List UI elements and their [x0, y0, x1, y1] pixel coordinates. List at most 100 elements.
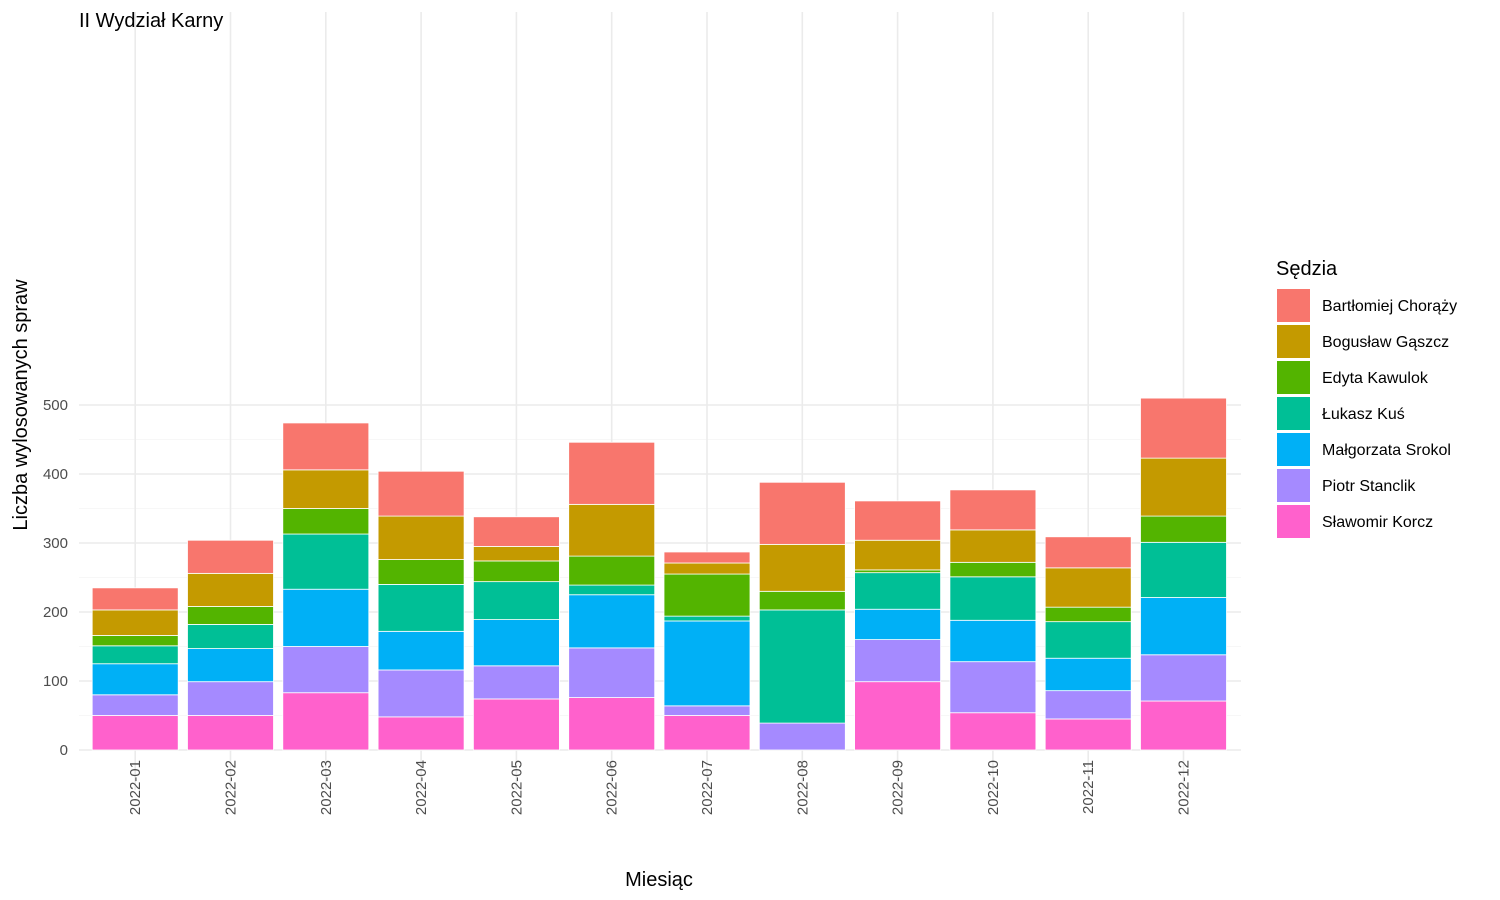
x-tick-label: 2022-07 [699, 760, 716, 815]
bar-segment: Edyta Kawulok [91, 635, 179, 647]
bar-segment: Bogusław Gąszcz [663, 562, 751, 575]
bar-segment: Bogusław Gąszcz [1044, 567, 1132, 608]
y-axis-title: Liczba wylosowanych spraw [10, 279, 32, 531]
bar-segment: Łukasz Kuś [949, 576, 1037, 621]
bar-segment: Edyta Kawulok [1044, 606, 1132, 623]
bar-segment: Bartłomiej Chorąży [854, 500, 941, 541]
bar-segment: Sławomir Korcz [282, 692, 370, 751]
bar-segment: Piotr Stanclik [282, 646, 370, 694]
x-tick-label: 2022-06 [604, 760, 621, 815]
legend-label: Bartłomiej Chorąży [1322, 298, 1457, 315]
x-tick-label: 2022-10 [985, 760, 1002, 815]
bar-segment: Sławomir Korcz [187, 715, 274, 751]
bar-segment: Piotr Stanclik [949, 661, 1037, 714]
bar-segment: Małgorzata Srokol [568, 594, 656, 649]
bar-segment: Edyta Kawulok [187, 606, 274, 625]
x-tick-label: 2022-03 [318, 760, 335, 815]
bar-segment: Sławomir Korcz [568, 697, 656, 751]
bar-segment: Bogusław Gąszcz [472, 546, 560, 562]
bar-segment: Edyta Kawulok [472, 560, 560, 583]
bar-segment: Łukasz Kuś [663, 615, 751, 622]
bar-segment: Piotr Stanclik [758, 722, 846, 751]
bar-segment: Małgorzata Srokol [377, 630, 465, 671]
bar-segment: Sławomir Korcz [663, 715, 751, 751]
bar-segment: Łukasz Kuś [282, 533, 370, 590]
bar-segment: Małgorzata Srokol [1140, 597, 1227, 656]
bar-segment: Bartłomiej Chorąży [758, 481, 846, 545]
y-tick-label: 400 [43, 466, 68, 483]
x-tick-label: 2022-01 [127, 760, 144, 815]
chart-title: II Wydział Karny [79, 10, 223, 32]
bar-segment: Bogusław Gąszcz [282, 469, 370, 509]
legend-swatch [1277, 361, 1310, 394]
bar-segment: Sławomir Korcz [377, 716, 465, 751]
legend-label: Edyta Kawulok [1322, 370, 1429, 387]
bar-segment: Bartłomiej Chorąży [949, 489, 1037, 531]
bar-segment: Małgorzata Srokol [472, 619, 560, 667]
y-tick-label: 0 [60, 742, 68, 759]
bar-segment: Łukasz Kuś [758, 609, 846, 724]
bar-segment: Sławomir Korcz [1044, 718, 1132, 751]
legend-swatch [1277, 289, 1310, 322]
bar-segment: Edyta Kawulok [663, 573, 751, 617]
bar-segment: Piotr Stanclik [854, 639, 941, 683]
legend-title: Sędzia [1276, 258, 1338, 280]
bar-segment: Bogusław Gąszcz [949, 529, 1037, 563]
bar-segment: Małgorzata Srokol [949, 619, 1037, 663]
legend-label: Sławomir Korcz [1322, 514, 1433, 531]
bars: Sławomir KorczPiotr StanclikMałgorzata S… [91, 397, 1227, 751]
bar-segment: Bogusław Gąszcz [1140, 457, 1227, 517]
x-tick-label: 2022-04 [413, 760, 430, 815]
legend-swatch [1277, 433, 1310, 466]
bar-segment: Edyta Kawulok [282, 508, 370, 535]
bar-segment: Edyta Kawulok [377, 559, 465, 585]
bar-segment: Piotr Stanclik [568, 647, 656, 698]
bar-segment: Bartłomiej Chorąży [377, 470, 465, 517]
x-tick-label: 2022-02 [223, 760, 240, 815]
x-tick-label: 2022-12 [1176, 760, 1193, 815]
bar-segment: Małgorzata Srokol [91, 663, 179, 696]
y-tick-label: 200 [43, 604, 68, 621]
legend-swatch [1277, 325, 1310, 358]
bar-segment: Łukasz Kuś [91, 645, 179, 665]
bar-segment: Bartłomiej Chorąży [282, 422, 370, 471]
bar-segment: Piotr Stanclik [1140, 654, 1227, 702]
legend-label: Bogusław Gąszcz [1322, 334, 1449, 351]
bar-segment: Łukasz Kuś [377, 584, 465, 632]
legend-swatch [1277, 397, 1310, 430]
legend-label: Małgorzata Srokol [1322, 442, 1451, 459]
bar-segment: Edyta Kawulok [854, 569, 941, 574]
bar-segment: Małgorzata Srokol [282, 588, 370, 647]
bar-segment: Małgorzata Srokol [187, 648, 274, 683]
bar-segment: Piotr Stanclik [187, 681, 274, 716]
bar-segment: Łukasz Kuś [187, 624, 274, 649]
bar-segment: Bogusław Gąszcz [187, 572, 274, 607]
bar-segment: Sławomir Korcz [91, 715, 179, 751]
y-tick-label: 500 [43, 397, 68, 414]
legend-label: Piotr Stanclik [1322, 478, 1416, 495]
bar-segment: Małgorzata Srokol [663, 620, 751, 707]
bar-segment: Piotr Stanclik [91, 694, 179, 716]
bar-segment: Sławomir Korcz [854, 681, 941, 751]
bar-segment: Małgorzata Srokol [1044, 657, 1132, 692]
y-tick-label: 100 [43, 673, 68, 690]
bar-segment: Bogusław Gąszcz [377, 515, 465, 560]
bar-segment: Łukasz Kuś [472, 581, 560, 620]
bar-segment: Bartłomiej Chorąży [187, 539, 274, 574]
bar-segment: Bogusław Gąszcz [91, 609, 179, 636]
bar-segment: Sławomir Korcz [472, 698, 560, 751]
bar-segment: Bogusław Gąszcz [568, 503, 656, 557]
bar-segment: Łukasz Kuś [854, 572, 941, 610]
y-tick-labels: 0 100 200 300 400 500 [43, 397, 68, 759]
bar-segment: Piotr Stanclik [377, 669, 465, 718]
bar-segment: Bartłomiej Chorąży [91, 587, 179, 611]
x-axis-title: Miesiąc [625, 869, 693, 891]
bar-segment: Bogusław Gąszcz [854, 539, 941, 571]
bar-segment: Edyta Kawulok [568, 555, 656, 586]
bar-segment: Edyta Kawulok [1140, 515, 1227, 543]
bar-segment: Łukasz Kuś [1140, 541, 1227, 598]
bar-segment: Bartłomiej Chorąży [1140, 397, 1227, 459]
x-tick-label: 2022-05 [508, 760, 525, 815]
bar-segment: Piotr Stanclik [663, 705, 751, 716]
